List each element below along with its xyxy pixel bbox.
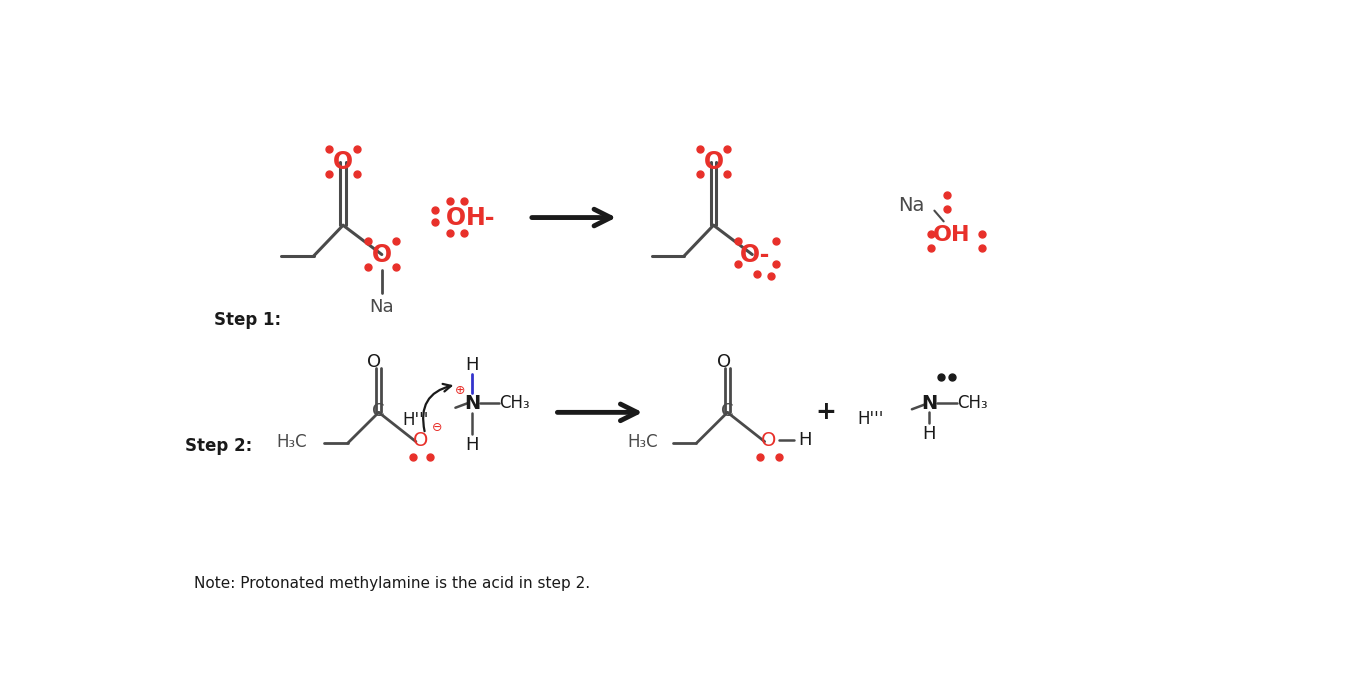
Text: N: N xyxy=(464,393,480,413)
Text: Note: Protonated methylamine is the acid in step 2.: Note: Protonated methylamine is the acid… xyxy=(194,575,591,591)
Text: O: O xyxy=(372,242,391,266)
Text: O: O xyxy=(761,431,776,450)
Text: H: H xyxy=(922,425,936,443)
Text: ⊕: ⊕ xyxy=(454,384,465,397)
Text: O: O xyxy=(717,353,732,371)
Text: C: C xyxy=(372,402,384,420)
Text: CH₃: CH₃ xyxy=(499,394,529,412)
Text: H-: H- xyxy=(466,206,495,230)
Text: Step 1:: Step 1: xyxy=(213,311,280,329)
Text: OH: OH xyxy=(933,225,970,245)
Text: Na: Na xyxy=(897,197,925,215)
Text: O: O xyxy=(703,150,724,174)
Text: Na: Na xyxy=(369,298,394,316)
Text: O: O xyxy=(413,431,428,450)
Text: O: O xyxy=(367,353,382,371)
Text: H: H xyxy=(465,355,479,373)
Text: H''': H''' xyxy=(858,410,884,428)
Text: CH₃: CH₃ xyxy=(958,394,988,412)
Text: O: O xyxy=(446,206,466,230)
Text: Step 2:: Step 2: xyxy=(185,437,252,455)
Text: ⊖: ⊖ xyxy=(431,422,442,434)
Text: H₃C: H₃C xyxy=(276,433,308,451)
Text: O: O xyxy=(332,150,353,174)
Text: H''': H''' xyxy=(402,411,430,429)
Text: H: H xyxy=(465,435,479,454)
Text: O-: O- xyxy=(740,242,770,266)
Text: +: + xyxy=(815,400,836,424)
Text: H: H xyxy=(798,431,811,449)
Text: N: N xyxy=(921,393,937,413)
Text: H₃C: H₃C xyxy=(627,433,658,451)
Text: C: C xyxy=(721,402,733,420)
